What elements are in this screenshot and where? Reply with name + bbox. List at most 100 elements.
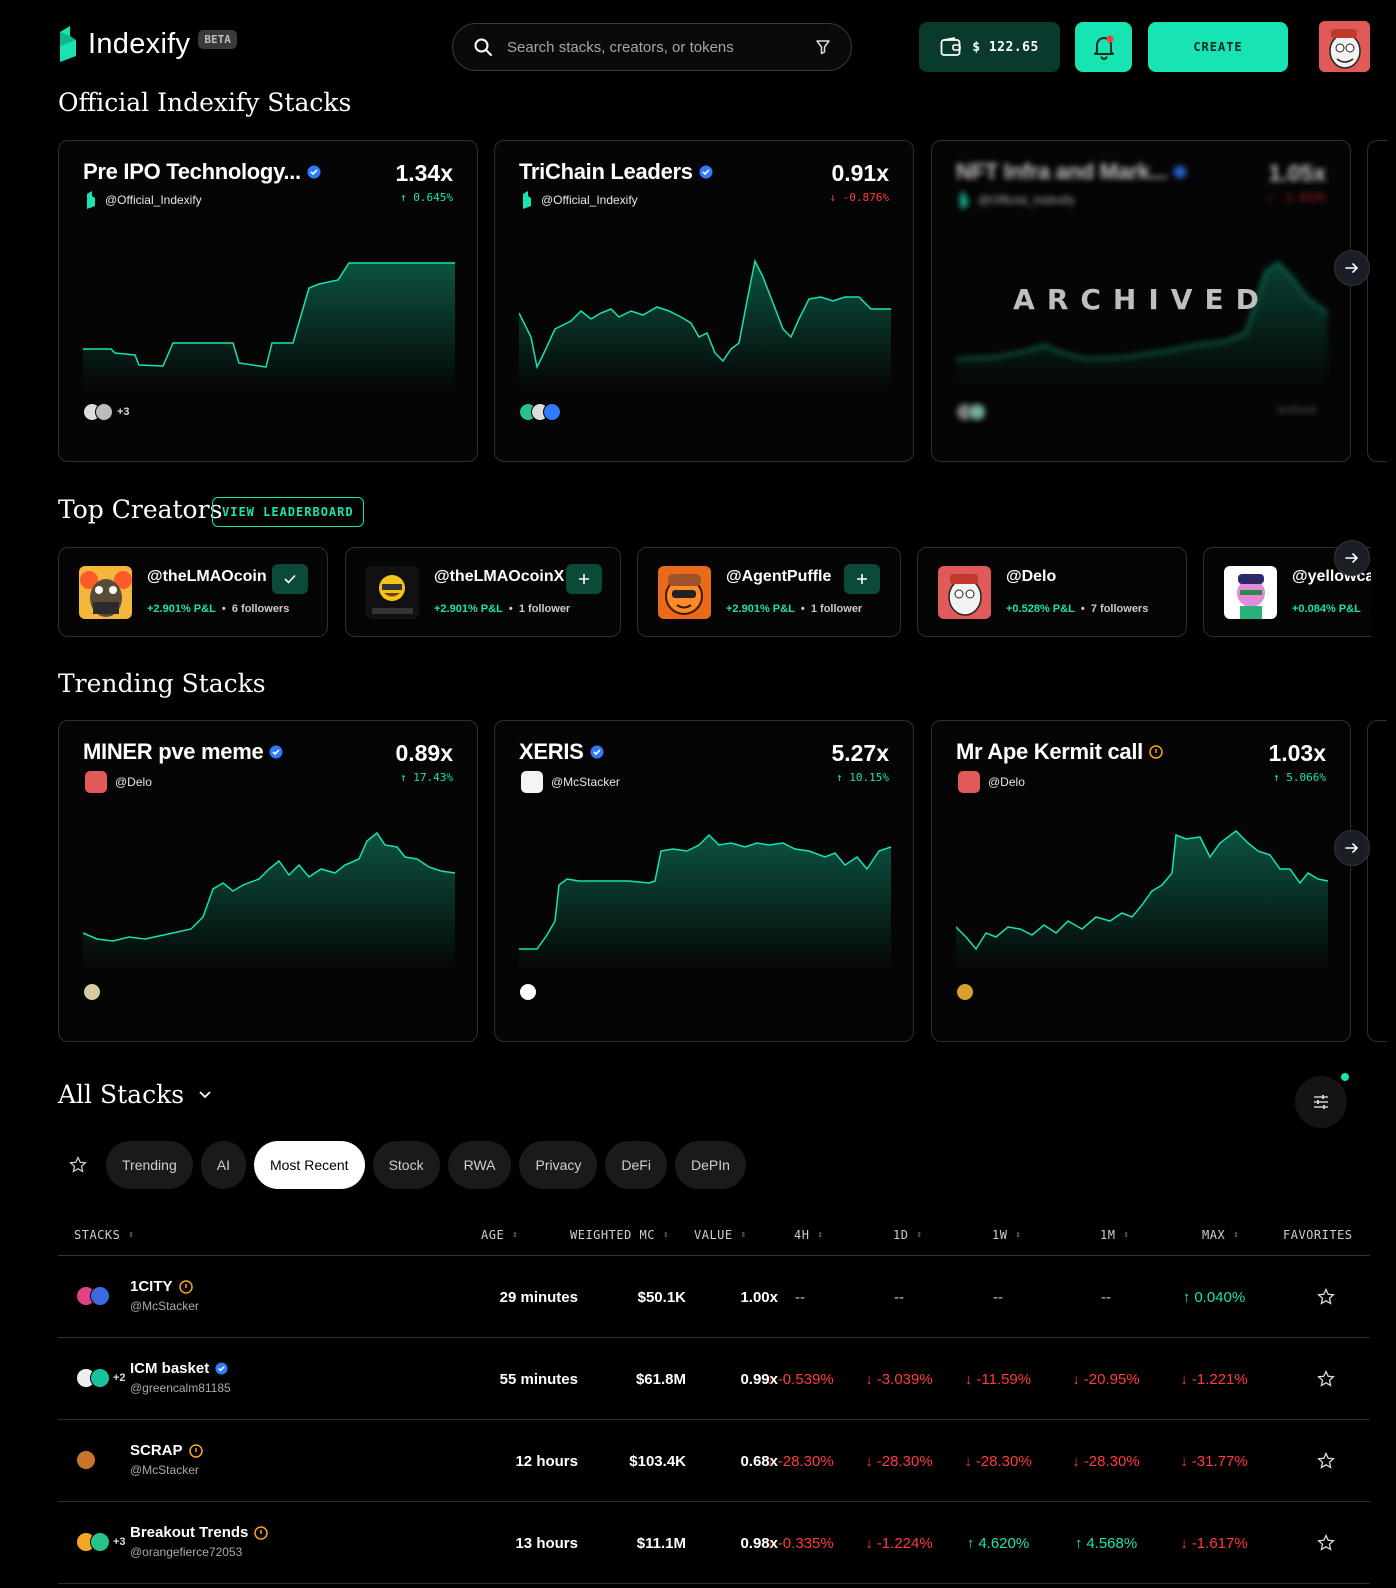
favorite-button[interactable] [1306,1502,1346,1584]
stack-performance-chart [519,833,891,971]
col-1d[interactable]: 1D ⇕ [893,1228,922,1242]
lmao-avatar-icon [366,566,419,619]
filter-icon[interactable] [815,39,831,55]
official-stack-card[interactable]: Pre IPO Technology... @Official_Indexify… [58,140,478,462]
notifications-button[interactable] [1075,22,1132,72]
trending-next-button[interactable] [1334,830,1370,866]
star-icon [1317,1452,1335,1469]
col-value[interactable]: VALUE ⇕ [694,1228,747,1242]
favorite-button[interactable] [1306,1420,1346,1502]
arrow-down-icon: ↓ [766,1370,774,1388]
official-stack-card-archived[interactable]: NFT Infra and Mark... @Official_Indexify… [931,140,1351,462]
tab-trending[interactable]: Trending [106,1141,193,1189]
follow-button[interactable] [566,564,602,594]
value-cell: 0.68x [740,1452,778,1470]
favorite-button[interactable] [1306,1338,1346,1420]
sort-icon: ⇕ [1123,1230,1130,1240]
creator-card[interactable]: @theLMAOcoinX +2.901% P&L • 1 follower [345,547,621,637]
tab-privacy[interactable]: Privacy [519,1141,598,1189]
value-cell: 0.98x [740,1534,778,1552]
following-button[interactable] [272,564,308,594]
user-avatar[interactable] [1319,21,1370,72]
age-cell: 13 hours [515,1534,578,1552]
table-row[interactable]: 1CITY @McStacker 29 minutes $50.1K 1.00x -- --… [58,1256,1370,1338]
col-4h[interactable]: 4H ⇕ [794,1228,823,1242]
stack-info[interactable]: ICM basket @greencalm81185 [130,1360,231,1395]
stack-creator[interactable]: @Official_Indexify [521,191,638,209]
trending-stack-card[interactable]: XERIS @McStacker 5.27x ↑ 10.15% [494,720,914,1042]
tab-rwa[interactable]: RWA [447,1141,512,1189]
stack-performance-chart [956,262,1328,391]
logo-text: Indexify [88,27,191,60]
stack-change-value: 17.43% [413,771,453,784]
stack-tokens [76,1450,96,1470]
arrow-down-icon: ↓ [766,1452,774,1470]
delo-avatar-icon [938,566,991,619]
col-max[interactable]: MAX ⇕ [1202,1228,1239,1242]
table-row[interactable]: +2 ICM basket @greencalm81185 55 minutes $61… [58,1338,1370,1420]
indexify-logo-icon [60,26,76,62]
tab-favorites[interactable] [58,1141,98,1189]
creator-card[interactable]: @Delo +0.528% P&L • 7 followers [917,547,1187,637]
tab-depin[interactable]: DePIn [674,1141,746,1189]
col-age[interactable]: AGE ⇕ [481,1228,518,1242]
change-value: -- [894,1288,904,1306]
table-row[interactable]: SCRAP @McStacker 12 hours $103.4K 0.68x ↓ -28… [58,1420,1370,1502]
wallet-button[interactable]: $ 122.65 [919,22,1060,72]
change-value: -28.30% [1083,1452,1140,1470]
search-input[interactable] [507,38,815,56]
tab-most-recent[interactable]: Most Recent [253,1141,365,1189]
col-label: VALUE [694,1228,733,1242]
col-weighted-mc[interactable]: WEIGHTED MC ⇕ [570,1228,669,1242]
creator-pnl: +0.084% P&L [1292,603,1361,615]
stack-change: ↑ 5.066% [1273,771,1326,784]
stack-creator[interactable]: @Delo [85,771,152,793]
more-tokens-count: +3 [113,1536,126,1548]
creator-handle: @theLMAOcoinX [434,568,565,585]
stack-name-row: Mr Ape Kermit call [956,739,1163,765]
col-1m[interactable]: 1M ⇕ [1100,1228,1129,1242]
tab-stock[interactable]: Stock [372,1141,440,1189]
creator-card[interactable]: @AgentPuffle +2.901% P&L • 1 follower [637,547,901,637]
token-icon [76,1450,96,1470]
creator-followers: 1 follower [518,603,571,615]
tab-defi[interactable]: DeFi [605,1141,667,1189]
stack-creator[interactable]: @Delo [958,771,1025,793]
d1-change-cell: ↓ -1.224% [847,1502,951,1584]
creator-card[interactable]: @theLMAOcoin +2.901% P&L • 6 followers [58,547,328,637]
change-value: -- [795,1288,805,1306]
stack-performance-chart [83,831,455,971]
creators-next-button[interactable] [1334,540,1370,576]
col-stacks[interactable]: STACKS ⇕ [74,1228,134,1242]
creator-avatar [1224,566,1277,619]
favorite-button[interactable] [1306,1256,1346,1338]
stack-info[interactable]: Breakout Trends @orangefierce72053 [130,1524,269,1559]
stack-info[interactable]: SCRAP @McStacker [130,1442,203,1477]
follow-button[interactable] [844,564,880,594]
category-tabs: Trending AI Most Recent Stock RWA Privac… [58,1141,746,1189]
stack-tokens [519,403,561,421]
official-next-button[interactable] [1334,250,1370,286]
tab-ai[interactable]: AI [200,1141,246,1189]
h4-change-cell: ↓ -0.539% [748,1338,852,1420]
col-label: FAVORITES [1283,1228,1353,1242]
stack-creator[interactable]: @Official_Indexify [85,191,202,209]
logo[interactable]: Indexify BETA [58,26,237,62]
all-stacks-dropdown[interactable]: All Stacks [58,1080,212,1109]
stack-change: ↓ -1.422% [1266,191,1326,204]
trending-stack-card[interactable]: MINER pve meme @Delo 0.89x ↑ 17.43% [58,720,478,1042]
change-value: -28.30% [876,1452,933,1470]
token-icon [90,1368,110,1388]
creator-stats: +0.528% P&L • 7 followers [1006,603,1149,615]
trending-stack-card[interactable]: Mr Ape Kermit call @Delo 1.03x ↑ 5.066% [931,720,1351,1042]
col-1w[interactable]: 1W ⇕ [992,1228,1021,1242]
stack-info[interactable]: 1CITY @McStacker [130,1278,199,1313]
search-bar[interactable] [452,23,852,71]
view-leaderboard-button[interactable]: VIEW LEADERBOARD [212,497,364,527]
table-row[interactable]: +3 Breakout Trends @orangefierce72053 13 ho… [58,1502,1370,1584]
filter-settings-button[interactable] [1295,1076,1347,1128]
m1-change-cell: ↓ -28.30% [1054,1420,1158,1502]
stack-creator[interactable]: @McStacker [521,771,620,793]
official-stack-card[interactable]: TriChain Leaders @Official_Indexify 0.91… [494,140,914,462]
create-button[interactable]: CREATE [1148,22,1288,72]
